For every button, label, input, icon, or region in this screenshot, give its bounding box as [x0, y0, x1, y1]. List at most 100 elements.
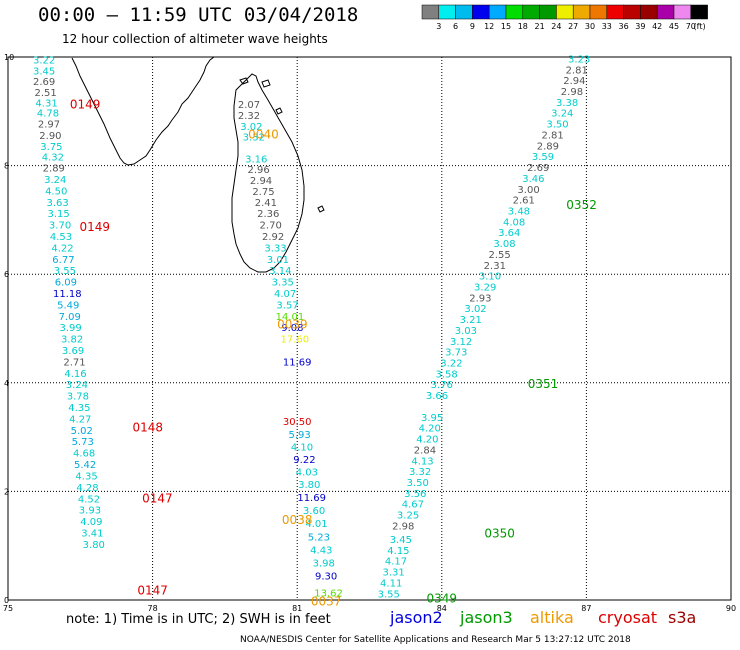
wave-height-label: 3.45 [390, 535, 412, 546]
wave-height-label: 2.94 [563, 76, 585, 87]
colorbar-swatch [690, 4, 708, 20]
wave-height-label: 3.80 [298, 480, 320, 491]
wave-height-label: 3.45 [33, 66, 55, 77]
pass-labels: 0149 0149 0148 0147 0147 0040 0039 0038 0037 0352… [70, 98, 597, 609]
wave-height-label: 2.69 [33, 77, 55, 88]
colorbar-label: 33 [602, 22, 612, 31]
wave-height-label: 3.55 [378, 589, 400, 600]
wave-height-label: 3.24 [551, 109, 573, 120]
colorbar-swatch [455, 4, 473, 20]
wave-height-label: 3.14 [269, 266, 291, 277]
wave-height-label: 3.03 [455, 326, 477, 337]
colorbar-label: 9 [470, 22, 475, 31]
wave-height-label: 3.50 [546, 120, 568, 131]
wave-height-label: 3.23 [568, 54, 590, 65]
wave-height-label: 4.35 [68, 403, 90, 414]
wave-height-label: 4.35 [75, 471, 97, 482]
y-tick-label: 8 [4, 162, 9, 171]
wave-height-label: 3.46 [522, 174, 544, 185]
wave-height-label: 3.58 [435, 369, 457, 380]
colorbar-swatch [589, 4, 608, 20]
wave-height-label: 30.50 [283, 417, 312, 428]
wave-height-values: 3.223.452.692.514.314.782.972.903.754.32… [33, 54, 590, 600]
colorbar-label: 45 [669, 22, 679, 31]
wave-height-label: 4.32 [42, 153, 64, 164]
pass-number-label: 0351 [528, 377, 559, 391]
colorbar-swatch [505, 4, 524, 20]
wave-height-label: 3.69 [62, 346, 84, 357]
x-tick-label: 75 [3, 604, 13, 613]
wave-height-label: 3.35 [272, 278, 294, 289]
wave-height-label: 2.70 [260, 221, 282, 232]
wave-height-label: 3.66 [426, 391, 448, 402]
pass-number-label: 0037 [311, 594, 342, 608]
wave-height-label: 4.15 [387, 546, 409, 557]
colorbar-label: 18 [518, 22, 528, 31]
wave-height-label: 3.16 [245, 154, 267, 165]
wave-height-label: 13.62 [314, 589, 343, 600]
wave-height-label: 2.98 [392, 521, 414, 532]
colorbar-label: 36 [619, 22, 629, 31]
pass-number-label: 0352 [566, 198, 597, 212]
wave-height-label: 2.94 [250, 176, 272, 187]
wave-height-label: 3.02 [240, 122, 262, 133]
wave-height-label: 2.89 [43, 164, 65, 175]
wave-height-label: 2.90 [39, 131, 61, 142]
wave-height-label: 3.21 [460, 315, 482, 326]
wave-height-label: 3.48 [508, 206, 530, 217]
x-tick-label: 84 [437, 604, 447, 613]
wave-height-label: 2.81 [542, 130, 564, 141]
wave-height-label: 4.09 [80, 517, 102, 528]
wave-height-label: 4.17 [385, 557, 407, 568]
wave-height-label: 4.78 [37, 109, 59, 120]
wave-height-label: 3.59 [532, 152, 554, 163]
colorbar-label: 42 [652, 22, 662, 31]
colorbar-swatch [572, 4, 591, 20]
colorbar-swatch [472, 4, 490, 20]
wave-height-label: 4.10 [291, 443, 313, 454]
wave-height-label: 3.80 [83, 540, 105, 551]
wave-height-label: 3.29 [474, 282, 496, 293]
wave-height-label: 11.18 [53, 289, 82, 300]
wave-height-label: 3.56 [404, 489, 426, 500]
wave-height-label: 3.95 [421, 413, 443, 424]
colorbar-swatch [640, 4, 658, 20]
wave-height-label: 4.16 [64, 369, 86, 380]
colorbar-label: 6 [453, 22, 458, 31]
wave-height-label: 2.36 [257, 209, 279, 220]
wave-height-label: 3.12 [450, 337, 472, 348]
wave-height-label: 2.55 [489, 250, 511, 261]
wave-height-label: 2.07 [238, 100, 260, 111]
wave-height-label: 4.68 [73, 449, 95, 460]
wave-height-label: 2.41 [255, 198, 277, 209]
wave-height-label: 2.98 [561, 87, 583, 98]
colorbar-unit: (ft) [694, 22, 706, 31]
wave-height-label: 17.60 [280, 335, 309, 346]
wave-height-label: 3.24 [66, 380, 88, 391]
wave-height-label: 5.93 [288, 430, 310, 441]
wave-height-label: 4.67 [402, 500, 424, 511]
wave-height-label: 2.89 [537, 141, 559, 152]
wave-height-label: 5.42 [74, 460, 96, 471]
x-tick-label: 78 [148, 604, 158, 613]
pass-number-label: 0148 [133, 421, 164, 435]
wave-height-label: 3.33 [264, 243, 286, 254]
wave-height-label: 4.08 [503, 217, 525, 228]
wave-height-label: 3.64 [498, 228, 520, 239]
satellite-legend-s3a: s3a [668, 608, 697, 627]
color-scale-bar: 3 6 9 12 15 18 21 24 27 30 33 36 39 42 45 70(ft) [421, 4, 708, 31]
colorbar-label: 3 [436, 22, 441, 31]
wave-height-label: 3.63 [47, 198, 69, 209]
wave-height-label: 3.22 [33, 56, 55, 67]
wave-height-label: 5.23 [308, 532, 330, 543]
wave-height-label: 2.51 [34, 88, 56, 99]
pass-number-label: 0147 [142, 491, 173, 505]
colorbar-swatch [656, 4, 675, 20]
satellite-legend-altika: altika [530, 608, 574, 627]
wave-height-label: 2.69 [527, 163, 549, 174]
pass-number-label: 0349 [427, 592, 458, 606]
x-axis-ticks: 75 78 81 84 87 90 [3, 604, 736, 613]
wave-height-label: 2.97 [38, 120, 60, 131]
wave-height-label: 3.41 [81, 528, 103, 539]
wave-height-label: 11.69 [283, 357, 312, 368]
